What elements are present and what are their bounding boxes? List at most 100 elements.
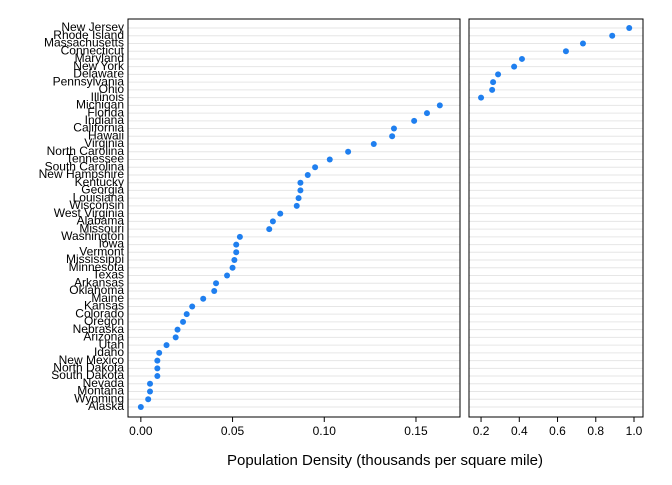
dot [326,156,333,163]
x-tick-label: 0.15 [404,424,428,438]
y-tick-label: Idaho [94,345,124,359]
y-tick-label: Massachusetts [44,36,124,50]
x-tick-label: 0.00 [129,424,153,438]
y-tick-label: Oklahoma [69,283,124,297]
y-tick-label: Utah [99,337,124,351]
y-tick-label: Iowa [99,237,125,251]
dot [189,303,196,310]
dot [137,404,144,410]
dot [236,233,243,240]
dot [293,202,300,209]
y-tick-label: New Hampshire [39,167,125,181]
x-tick-label: 0.10 [313,424,337,438]
x-tick-label: 0.8 [587,424,604,438]
dot [562,48,569,55]
dot [411,117,418,124]
dot [154,357,161,364]
dot [154,373,161,380]
dot [154,365,161,372]
y-tick-label: Indiana [85,113,125,127]
dot [304,171,311,178]
y-tick-label: North Dakota [53,360,124,374]
dot [163,342,170,349]
x-tick-label: 0.05 [221,424,245,438]
dot [183,311,190,318]
dot [370,141,377,148]
dot [231,257,238,264]
y-tick-label: Pennsylvania [53,74,125,88]
y-tick-label: New Jersey [61,20,124,34]
y-tick-label: Oregon [84,314,124,328]
dot [233,241,240,248]
dot [147,388,154,395]
y-tick-label: Florida [87,105,124,119]
x-tick-label: 0.2 [473,424,490,438]
y-tick-label: Hawaii [88,128,124,142]
dot [233,249,240,256]
x-axis-label: Population Density (thousands per square… [227,452,543,469]
y-tick-label: Illinois [91,90,124,104]
y-tick-label: Alabama [77,214,125,228]
dot [200,295,207,302]
y-tick-label: Colorado [75,306,124,320]
dot [436,102,443,109]
y-tick-label: Texas [93,268,124,282]
dot [579,40,586,47]
y-tick-label: South Dakota [51,368,124,382]
dot [511,63,518,70]
y-tick-label: Montana [77,384,124,398]
y-tick-label: Ohio [99,82,125,96]
dot [229,264,236,271]
y-tick-label: Minnesota [69,260,125,274]
dot [147,380,154,387]
y-tick-label: Nevada [83,376,125,390]
y-tick-label: Vermont [79,244,124,258]
dot [269,218,276,225]
y-tick-label: Arkansas [74,275,124,289]
y-tick-label: Wyoming [74,391,124,405]
dot [213,280,220,287]
y-tick-label: North Carolina [47,144,125,158]
y-tick-label: California [73,121,124,135]
y-tick-label: Michigan [76,98,124,112]
y-tick-label: West Virginia [54,206,125,220]
dot [478,94,485,101]
dot [390,125,397,132]
dot [180,318,187,325]
x-tick-label: 1.0 [626,424,643,438]
dot [224,272,231,279]
dot [312,164,319,171]
y-tick-label: Maine [91,291,124,305]
dot [174,326,181,333]
y-tick-label: Kansas [84,299,124,313]
dot [423,110,430,117]
y-tick-label: Washington [61,229,124,243]
dot [490,79,497,86]
x-tick-label: 0.6 [549,424,566,438]
y-tick-label: Maryland [75,51,124,65]
y-tick-label: Georgia [81,183,124,197]
x-tick-label: 0.4 [511,424,528,438]
y-tick-label: Nebraska [73,322,125,336]
panel-frame [127,18,461,418]
dot [277,210,284,217]
y-tick-label: South Carolina [45,159,125,173]
y-tick-label: Virginia [84,136,124,150]
dot [626,25,633,31]
y-tick-label: Connecticut [61,43,125,57]
dot [609,32,616,39]
y-tick-label: Missouri [79,221,124,235]
y-tick-label: Alaska [88,399,124,413]
dot [518,55,525,62]
y-tick-label: Kentucky [75,175,124,189]
dot [297,187,304,194]
y-tick-label: New York [73,59,125,73]
y-tick-label: Delaware [73,67,124,81]
dot [495,71,502,78]
y-tick-label: Wisconsin [69,198,124,212]
panel-frame [468,18,644,418]
dot [345,148,352,155]
dot [489,86,496,93]
dot [297,179,304,186]
